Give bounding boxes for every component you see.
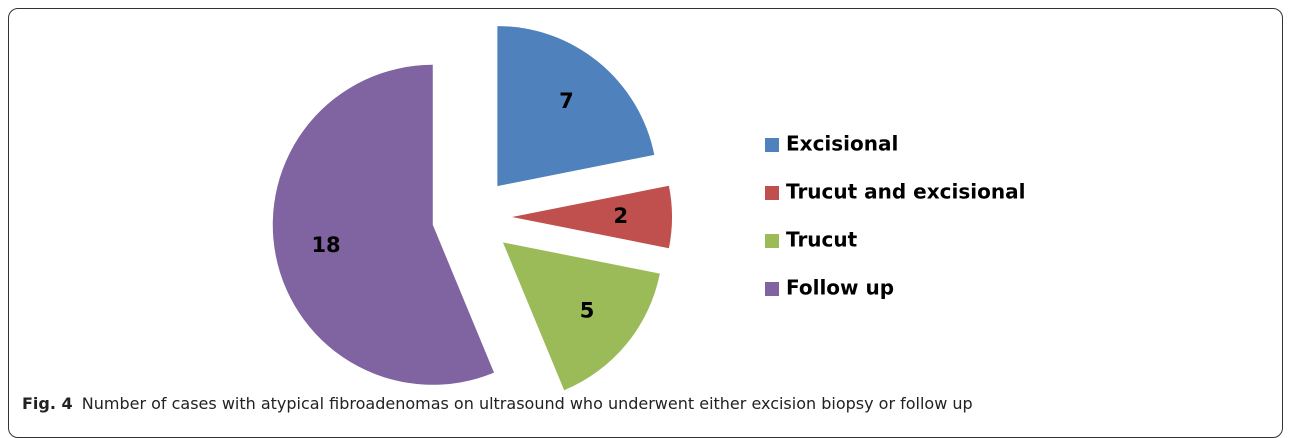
legend-label: Trucut bbox=[786, 228, 858, 252]
caption-text: Number of cases with atypical fibroadeno… bbox=[81, 394, 973, 413]
pie-slice bbox=[512, 185, 673, 249]
legend-label: Excisional bbox=[786, 132, 898, 156]
data-label: 7 bbox=[559, 89, 574, 113]
caption: Fig. 4 Number of cases with atypical fib… bbox=[22, 394, 973, 413]
data-label: 5 bbox=[580, 298, 595, 322]
data-label: 2 bbox=[613, 204, 628, 228]
legend-label: Follow up bbox=[786, 276, 894, 300]
caption-label: Fig. 4 bbox=[22, 394, 73, 413]
legend-swatch bbox=[765, 282, 779, 296]
legend-swatch bbox=[765, 138, 779, 152]
legend-swatch bbox=[765, 234, 779, 248]
pie-slice bbox=[502, 242, 660, 391]
legend-swatch bbox=[765, 186, 779, 200]
data-label: 18 bbox=[311, 233, 340, 257]
pie-slice bbox=[272, 64, 494, 385]
legend-label: Trucut and excisional bbox=[786, 180, 1025, 204]
pie-slice bbox=[497, 26, 655, 187]
chart: 7 2 5 18 Excisional Trucut and excisional Truc… bbox=[272, 26, 1025, 391]
